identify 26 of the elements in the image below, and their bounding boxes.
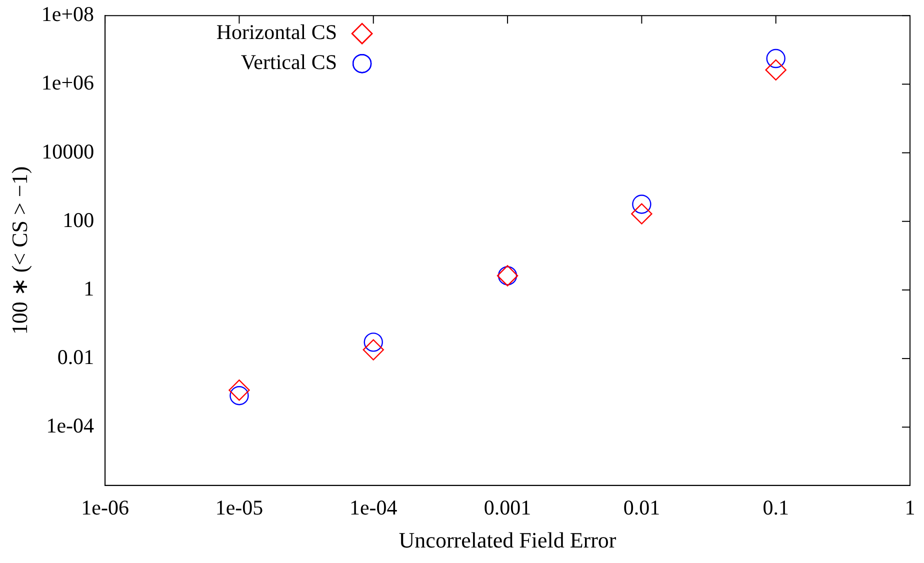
- y-tick-label: 1e+08: [41, 2, 94, 26]
- y-tick-label: 10000: [42, 139, 94, 164]
- x-tick-label: 0.1: [762, 496, 789, 520]
- y-tick-label: 100: [62, 208, 94, 232]
- point: [364, 332, 383, 352]
- point: [766, 48, 786, 68]
- y-tick-label: 1: [84, 276, 94, 300]
- x-tick-label: 0.001: [484, 496, 532, 520]
- point: [228, 380, 250, 401]
- legend-label: Vertical CS: [240, 50, 338, 74]
- legend-label: Horizontal CS: [216, 20, 338, 44]
- x-tick-label: 1e-04: [349, 496, 398, 520]
- y-tick-label: 1e-04: [46, 414, 95, 438]
- x-tick-label: 1e-05: [215, 496, 264, 520]
- x-tick-label: 1: [904, 496, 916, 520]
- y-tick-label: 1e+06: [41, 70, 94, 95]
- x-tick-label: 1e-06: [81, 496, 129, 520]
- x-tick-label: 0.01: [623, 496, 660, 520]
- point: [230, 386, 249, 406]
- point: [765, 59, 786, 81]
- point: [362, 339, 384, 360]
- point: [632, 194, 652, 214]
- point: [631, 203, 652, 224]
- y-tick-label: 0.01: [57, 345, 94, 370]
- y-axis-title: 100 ∗ (< CS > −1): [6, 166, 32, 335]
- x-axis-title: Uncorrelated Field Error: [398, 528, 617, 553]
